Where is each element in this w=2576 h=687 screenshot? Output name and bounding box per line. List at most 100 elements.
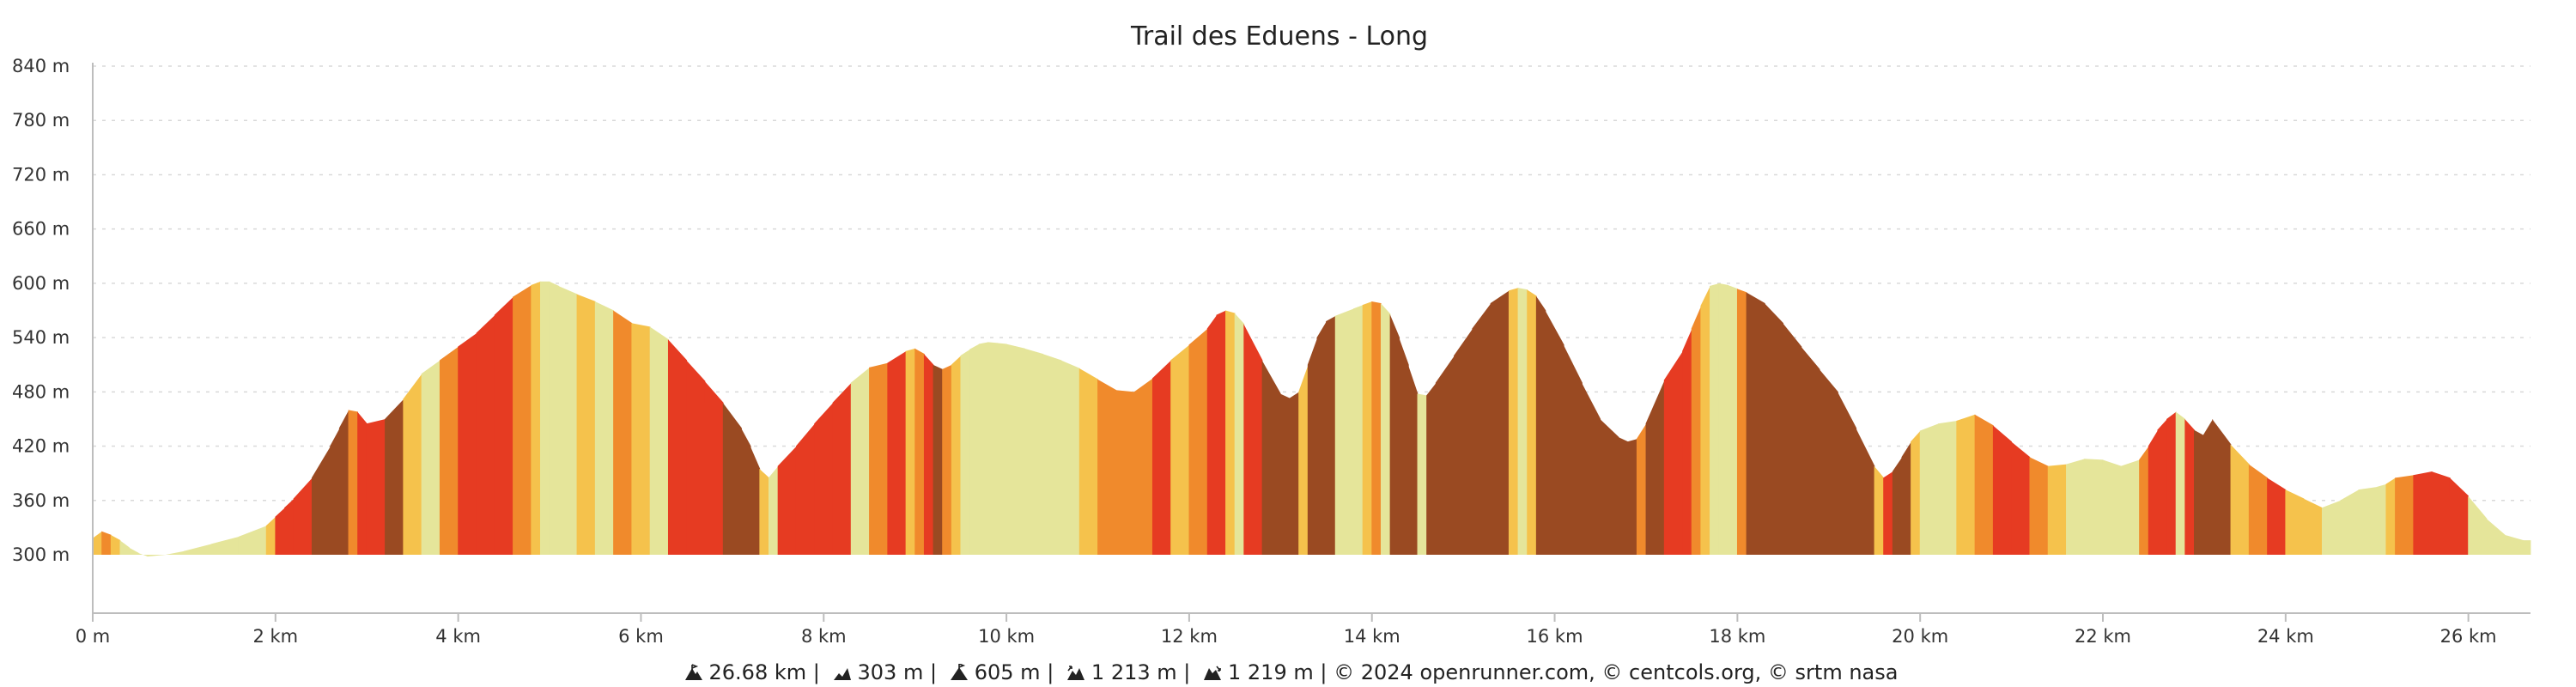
elevation-segment	[265, 516, 276, 555]
chart-title: Trail des Eduens - Long	[1130, 21, 1428, 52]
elevation-segment	[2184, 418, 2195, 555]
elevation-segment	[1289, 392, 1300, 555]
credits: © 2024 openrunner.com, © centcols.org, ©…	[1334, 660, 1899, 684]
x-tick-label: 6 km	[618, 626, 664, 647]
elevation-segment	[1380, 303, 1391, 555]
elevation-segment	[759, 468, 769, 555]
elevation-segment	[2285, 489, 2305, 555]
elevation-segment	[1527, 289, 1537, 555]
elevation-segment	[686, 360, 706, 555]
elevation-segment	[2385, 477, 2396, 555]
elevation-segment	[1225, 310, 1236, 555]
elevation-segment	[2340, 489, 2360, 555]
elevation-segment	[1234, 313, 1245, 555]
x-tick-label: 14 km	[1344, 626, 1400, 647]
elevation-segment	[348, 410, 358, 555]
elevation-segment	[476, 314, 495, 555]
elevation-segment	[914, 348, 925, 555]
elevation-segment	[1362, 301, 1373, 555]
elevation-segment	[750, 446, 761, 555]
elevation-segment	[887, 350, 907, 555]
elevation-segment	[1279, 393, 1291, 555]
elevation-segment	[558, 286, 578, 555]
separator: |	[1047, 660, 1054, 684]
elevation-segment	[1316, 321, 1327, 555]
elevation-segment	[184, 544, 212, 555]
x-tick-label: 20 km	[1892, 626, 1948, 647]
elevation-segment	[2504, 534, 2524, 555]
x-tick-label: 8 km	[801, 626, 847, 647]
elevation-segment	[795, 423, 816, 555]
elevation-segment	[1856, 428, 1875, 555]
distance-icon	[684, 664, 702, 680]
elevation-segment	[403, 374, 422, 555]
elevation-segment	[850, 367, 870, 555]
elevation-segment	[1353, 305, 1364, 555]
elevation-segment	[722, 402, 742, 555]
elevation-segment	[1746, 292, 1765, 555]
elevation-segment	[1426, 382, 1437, 555]
y-tick-label: 540 m	[12, 327, 70, 348]
x-tick-label: 10 km	[978, 626, 1035, 647]
elevation-segment	[960, 349, 970, 555]
elevation-segment	[997, 343, 1007, 555]
elevation-segment	[1728, 284, 1738, 555]
x-tick-label: 18 km	[1709, 626, 1765, 647]
x-tick-label: 22 km	[2075, 626, 2131, 647]
elevation-segment	[1060, 360, 1080, 555]
elevation-segment	[439, 346, 459, 555]
elevation-segment	[2230, 444, 2250, 555]
elevation-segment	[1399, 337, 1409, 555]
elevation-segment	[923, 354, 934, 555]
route-stats-footer: 26.68 km | 303 m | 605 m | 1 213 m | 1 2…	[0, 660, 2576, 684]
elevation-segment	[1115, 390, 1135, 555]
elevation-segment	[1024, 348, 1044, 555]
elevation-segment	[1243, 324, 1263, 555]
elevation-segment	[613, 310, 633, 555]
y-tick-label: 300 m	[12, 544, 70, 565]
elevation-segment	[284, 498, 295, 555]
elevation-segment	[2166, 411, 2177, 555]
elevation-segment	[275, 508, 285, 555]
elevation-segment	[2431, 471, 2451, 555]
elevation-segment	[933, 364, 944, 555]
x-tick-label: 26 km	[2440, 626, 2497, 647]
elevation-segment	[330, 428, 340, 555]
x-tick-label: 2 km	[252, 626, 298, 647]
y-axis-ticks: 300 m 360 m 420 m 480 m 540 m 600 m 660 m 720 m…	[12, 56, 70, 565]
elevation-segment	[1042, 354, 1062, 555]
x-tick-label: 12 km	[1161, 626, 1218, 647]
elevation-segment	[1307, 337, 1318, 555]
elevation-segment	[594, 301, 614, 555]
y-tick-label: 600 m	[12, 273, 70, 294]
elevation-segment	[1490, 290, 1510, 555]
elevation-segment	[1563, 344, 1583, 555]
elevation-segment	[2139, 446, 2149, 555]
elevation-segment	[1417, 393, 1427, 555]
elevation-segment	[1627, 439, 1637, 555]
elevation-segment	[1801, 346, 1820, 555]
elevation-segment	[1645, 380, 1665, 555]
y-tick-label: 360 m	[12, 490, 70, 511]
elevation-segment	[1710, 283, 1720, 555]
elevation-segment	[357, 411, 368, 555]
elevation-segment	[1956, 414, 1976, 555]
elevation-segment	[2321, 500, 2342, 555]
elevation-segment	[1261, 360, 1281, 555]
elevation-segment	[832, 382, 852, 555]
elevation-segment	[2029, 457, 2049, 555]
elevation-segment	[1691, 306, 1702, 555]
axes	[92, 63, 2530, 614]
elevation-segment	[1764, 303, 1783, 555]
elevation-segment	[311, 446, 331, 555]
elevation-segment	[649, 326, 669, 555]
elevation-area	[92, 281, 2531, 557]
elevation-segment	[1901, 441, 1911, 555]
elevation-segment	[987, 342, 998, 555]
elevation-segment	[2267, 477, 2287, 555]
x-tick-label: 4 km	[435, 626, 481, 647]
elevation-segment	[1636, 423, 1647, 555]
elevation-segment	[1508, 288, 1519, 555]
elevation-segment	[1736, 289, 1747, 555]
